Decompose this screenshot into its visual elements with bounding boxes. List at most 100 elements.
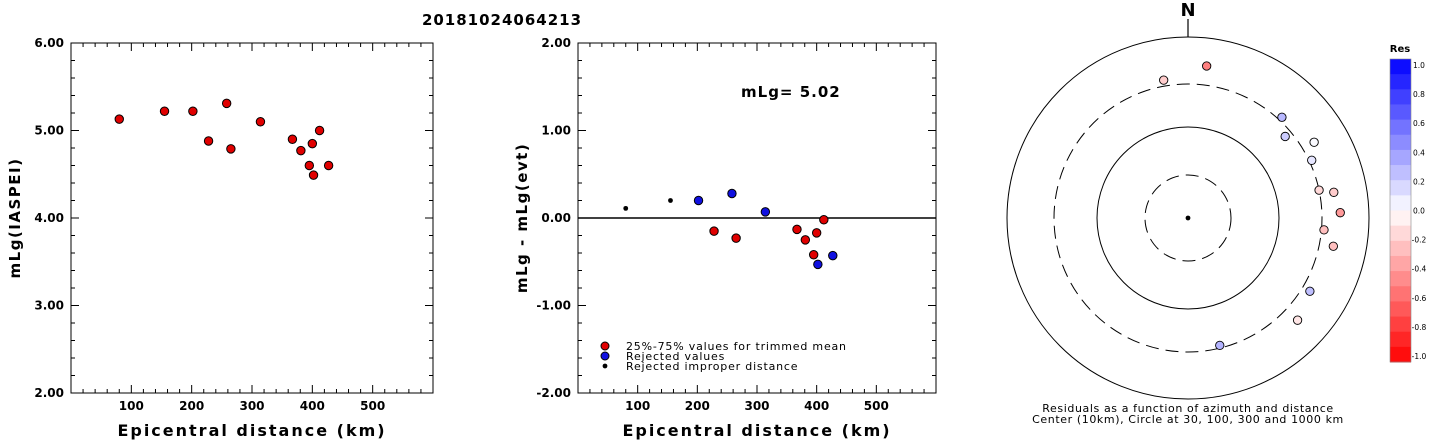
data-point-rejected bbox=[693, 195, 704, 206]
colorbar-tick-label: 0.6 bbox=[1413, 119, 1425, 128]
data-point-trimmed bbox=[800, 235, 811, 245]
colorbar-segment bbox=[1390, 225, 1411, 242]
data-point-trimmed bbox=[808, 250, 819, 260]
x-tick-label: 100 bbox=[119, 399, 144, 413]
data-point-rejected bbox=[813, 259, 823, 270]
data-point bbox=[221, 98, 232, 109]
data-point-rejected bbox=[727, 188, 737, 199]
y-tick-label: -1.00 bbox=[536, 299, 571, 313]
data-point bbox=[314, 125, 325, 136]
x-tick-label: 100 bbox=[625, 399, 650, 413]
colorbar-segment bbox=[1390, 149, 1411, 166]
colorbar-tick-label: -0.4 bbox=[1412, 265, 1427, 274]
x-axis-label: Epicentral distance (km) bbox=[117, 421, 386, 440]
mlg-annotation: mLg= 5.02 bbox=[741, 83, 841, 101]
station-marker bbox=[1329, 187, 1339, 197]
colorbar-segment bbox=[1390, 134, 1411, 151]
data-point bbox=[296, 145, 306, 156]
y-tick-label: 0.00 bbox=[541, 211, 571, 225]
legend-marker bbox=[600, 341, 610, 351]
legend-label: 25%-75% values for trimmed mean bbox=[626, 340, 847, 353]
colorbar-tick-label: 0.4 bbox=[1413, 148, 1425, 157]
station-marker bbox=[1215, 340, 1225, 351]
polar-caption-line2: Center (10km), Circle at 30, 100, 300 an… bbox=[1032, 413, 1344, 426]
colorbar-tick-label: -0.2 bbox=[1412, 236, 1427, 245]
y-tick-label: -2.00 bbox=[536, 386, 571, 400]
colorbar-segment bbox=[1390, 255, 1411, 272]
data-point-rejected bbox=[828, 250, 838, 261]
colorbar-segment bbox=[1390, 240, 1411, 257]
station-marker bbox=[1159, 75, 1169, 85]
station-marker bbox=[1292, 315, 1303, 325]
x-axis-label: Epicentral distance (km) bbox=[622, 421, 891, 440]
colorbar-tick-label: 1.0 bbox=[1413, 61, 1425, 70]
y-tick-label: 1.00 bbox=[541, 124, 571, 138]
data-point bbox=[159, 106, 170, 116]
y-tick-label: 3.00 bbox=[34, 299, 64, 313]
colorbar-frame bbox=[1389, 58, 1412, 363]
north-label: N bbox=[1180, 0, 1195, 21]
colorbar-segment bbox=[1390, 165, 1411, 181]
colorbar-tick-label: -0.8 bbox=[1412, 323, 1427, 332]
y-tick-label: 5.00 bbox=[34, 124, 64, 138]
data-point-improper-distance bbox=[668, 198, 673, 203]
azimuth-panel: N Residuals as a function of azimuth and… bbox=[1006, 0, 1427, 426]
colorbar-segment bbox=[1390, 301, 1411, 318]
x-tick-label: 500 bbox=[864, 399, 889, 413]
x-tick-label: 400 bbox=[804, 399, 829, 413]
epicenter-marker bbox=[1185, 215, 1191, 221]
colorbar-segment bbox=[1390, 210, 1411, 227]
y-tick-label: 4.00 bbox=[34, 211, 64, 225]
y-axis-label: mLg(IASPEI) bbox=[6, 158, 24, 279]
legend-label: Rejected values bbox=[626, 350, 725, 363]
colorbar-segment bbox=[1390, 180, 1411, 196]
data-point bbox=[114, 114, 124, 124]
data-point-trimmed bbox=[731, 233, 741, 243]
colorbar-tick-label: -1.0 bbox=[1412, 352, 1427, 361]
y-tick-label: 2.00 bbox=[541, 36, 571, 50]
colorbar-segment bbox=[1390, 286, 1411, 302]
magnitude-panel: 2.00 3.00 4.00 5.00 6.00 100 200 300 400 500 Epice… bbox=[6, 36, 434, 440]
x-tick-label: 200 bbox=[685, 399, 710, 413]
residual-panel: mLg= 5.02 -2.00 -1.00 0.00 1.00 2.00 100 200 30… bbox=[513, 36, 937, 440]
data-point-improper-distance bbox=[623, 205, 629, 211]
y-axis-label: mLg - mLg(evt) bbox=[513, 143, 531, 293]
x-tick-label: 200 bbox=[179, 399, 204, 413]
data-point-trimmed bbox=[819, 215, 829, 225]
data-point bbox=[308, 170, 319, 180]
data-point-trimmed bbox=[792, 224, 802, 235]
data-point bbox=[226, 144, 236, 154]
station-marker bbox=[1307, 155, 1317, 165]
data-point-rejected bbox=[760, 207, 771, 217]
data-point bbox=[304, 160, 315, 171]
colorbar-tick-label: 0.8 bbox=[1413, 90, 1425, 99]
x-tick-label: 300 bbox=[239, 399, 264, 413]
data-point-trimmed bbox=[811, 228, 822, 238]
data-point bbox=[307, 138, 318, 149]
y-tick-label: 2.00 bbox=[34, 386, 64, 400]
distance-ring bbox=[1096, 126, 1280, 310]
legend-marker bbox=[600, 351, 610, 361]
station-marker bbox=[1277, 112, 1287, 122]
y-tick-label: 6.00 bbox=[34, 36, 64, 50]
data-point bbox=[203, 136, 214, 146]
station-marker bbox=[1319, 225, 1329, 235]
legend-label: Rejected improper distance bbox=[626, 360, 798, 373]
figure-title: 20181024064213 bbox=[422, 11, 582, 29]
x-tick-label: 400 bbox=[300, 399, 325, 413]
colorbar-segment bbox=[1390, 104, 1411, 121]
data-point bbox=[323, 160, 334, 171]
colorbar-tick-label: 0.0 bbox=[1413, 207, 1425, 216]
station-marker bbox=[1314, 185, 1324, 195]
station-marker bbox=[1305, 286, 1315, 296]
colorbar-segment bbox=[1390, 271, 1411, 287]
distance-ring bbox=[1144, 174, 1232, 262]
station-marker bbox=[1202, 61, 1212, 71]
colorbar-segment bbox=[1390, 331, 1411, 348]
colorbar-segment bbox=[1390, 119, 1411, 136]
station-marker bbox=[1335, 208, 1345, 218]
data-point-trimmed bbox=[709, 226, 719, 236]
legend-marker bbox=[602, 363, 608, 369]
